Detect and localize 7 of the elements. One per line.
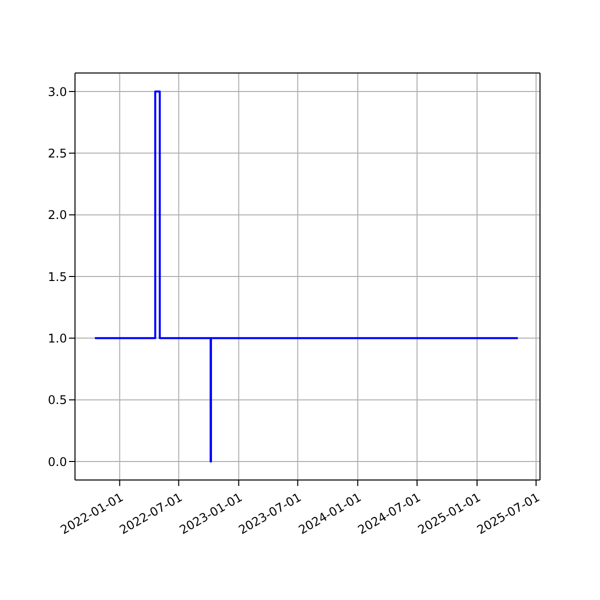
y-tick-label: 2.5	[48, 146, 67, 160]
y-tick-label: 2.0	[48, 208, 67, 222]
y-tick-label: 1.0	[48, 331, 67, 346]
y-tick-label: 0.0	[48, 454, 67, 469]
y-tick-label: 1.5	[48, 270, 67, 284]
y-tick-label: 0.5	[48, 393, 67, 408]
y-tick-label: 3.0	[48, 84, 67, 99]
